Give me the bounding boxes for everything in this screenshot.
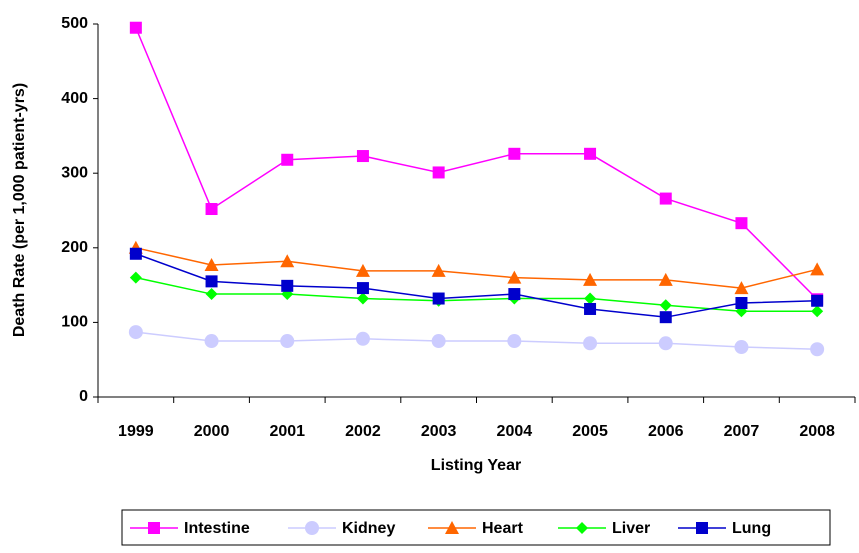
x-tick-label: 2005 (572, 423, 608, 440)
marker (355, 331, 370, 346)
x-tick-label: 2000 (194, 423, 230, 440)
legend-label: Lung (732, 520, 771, 537)
marker (431, 334, 446, 349)
y-tick-label: 0 (79, 388, 88, 405)
marker (507, 334, 522, 349)
y-tick-label: 300 (61, 164, 88, 181)
x-tick-label: 1999 (118, 423, 154, 440)
x-tick-label: 2006 (648, 423, 684, 440)
marker (735, 297, 748, 310)
marker (148, 522, 160, 534)
marker (658, 272, 673, 286)
marker (204, 257, 219, 271)
legend-label: Kidney (342, 520, 395, 537)
marker (355, 263, 370, 277)
x-tick-label: 2008 (799, 423, 835, 440)
x-axis-title: Listing Year (431, 457, 521, 474)
y-axis-title: Death Rate (per 1,000 patient-yrs) (11, 83, 28, 337)
marker (356, 292, 369, 305)
marker (584, 147, 597, 160)
series-line (135, 276, 818, 312)
marker (128, 325, 143, 340)
marker (431, 263, 446, 277)
marker (129, 21, 142, 34)
marker (280, 334, 295, 349)
marker (205, 275, 218, 288)
series-line (135, 331, 818, 351)
series-line (135, 253, 818, 318)
marker (810, 262, 825, 276)
marker (508, 147, 521, 160)
x-tick-label: 2001 (269, 423, 305, 440)
marker (576, 522, 588, 534)
marker (659, 192, 672, 205)
marker (584, 302, 597, 315)
marker (432, 166, 445, 179)
marker (205, 288, 218, 301)
y-tick-label: 500 (61, 15, 88, 32)
marker (280, 254, 295, 268)
marker (696, 522, 708, 534)
x-tick-label: 2002 (345, 423, 381, 440)
marker (281, 279, 294, 292)
marker (432, 292, 445, 305)
marker (583, 272, 598, 286)
marker (734, 281, 749, 295)
marker (811, 305, 824, 318)
marker (356, 150, 369, 163)
series-line (135, 247, 818, 289)
legend-label: Liver (612, 520, 650, 537)
marker (129, 247, 142, 260)
y-tick-label: 400 (61, 90, 88, 107)
marker (658, 336, 673, 351)
x-tick-label: 2007 (724, 423, 760, 440)
marker (508, 288, 521, 301)
marker (205, 203, 218, 216)
marker (305, 521, 319, 535)
x-tick-label: 2004 (497, 423, 533, 440)
marker (204, 334, 219, 349)
marker (445, 521, 459, 534)
y-tick-label: 100 (61, 314, 88, 331)
marker (129, 271, 142, 284)
marker (507, 270, 522, 284)
marker (583, 336, 598, 351)
series-line (135, 27, 818, 300)
y-tick-label: 200 (61, 239, 88, 256)
x-tick-label: 2003 (421, 423, 457, 440)
marker (811, 294, 824, 307)
legend-label: Intestine (184, 520, 250, 537)
marker (735, 217, 748, 230)
marker (659, 299, 672, 312)
marker (356, 282, 369, 295)
marker (810, 342, 825, 357)
marker (281, 153, 294, 166)
legend-label: Heart (482, 520, 524, 537)
marker (659, 311, 672, 324)
marker (584, 292, 597, 305)
marker (734, 340, 749, 355)
